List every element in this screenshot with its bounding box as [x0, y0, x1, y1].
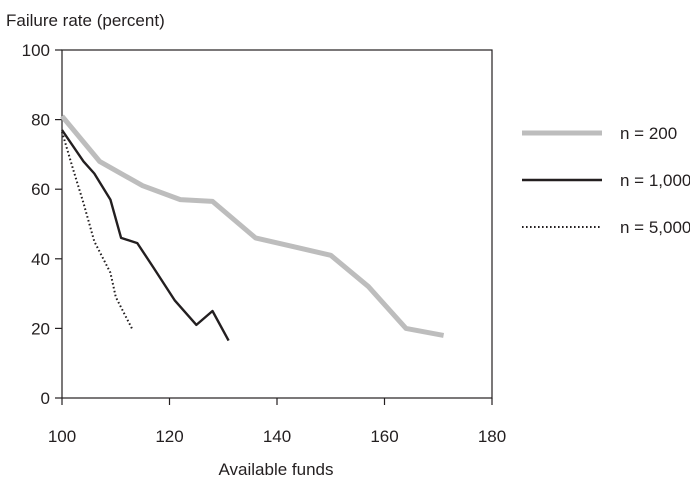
series-line-2	[61, 131, 133, 329]
y-tick-label: 80	[31, 111, 50, 130]
y-tick-label: 100	[22, 41, 50, 60]
x-tick-label: 140	[263, 427, 291, 446]
plot-frame	[61, 49, 493, 399]
y-tick-label: 60	[31, 180, 50, 199]
y-tick-label: 40	[31, 250, 50, 269]
x-axis-label: Available funds	[219, 460, 334, 479]
y-axis-label: Failure rate (percent)	[6, 11, 165, 30]
x-axis: 100 120 140 160 180	[48, 398, 506, 446]
series-line-1	[61, 129, 230, 342]
x-tick-label: 160	[370, 427, 398, 446]
legend-label-0: n = 200	[620, 124, 677, 143]
x-tick-label: 180	[478, 427, 506, 446]
legend: n = 200 n = 1,000 n = 5,000	[522, 124, 690, 237]
y-axis: 0 20 40 60 80 100	[22, 41, 62, 408]
legend-label-2: n = 5,000	[620, 218, 690, 237]
y-tick-label: 0	[41, 389, 50, 408]
x-tick-label: 100	[48, 427, 76, 446]
y-tick-label: 20	[31, 319, 50, 338]
series-line-0	[60, 114, 445, 338]
x-tick-label: 120	[155, 427, 183, 446]
legend-label-1: n = 1,000	[620, 171, 690, 190]
series-layer	[60, 114, 445, 342]
